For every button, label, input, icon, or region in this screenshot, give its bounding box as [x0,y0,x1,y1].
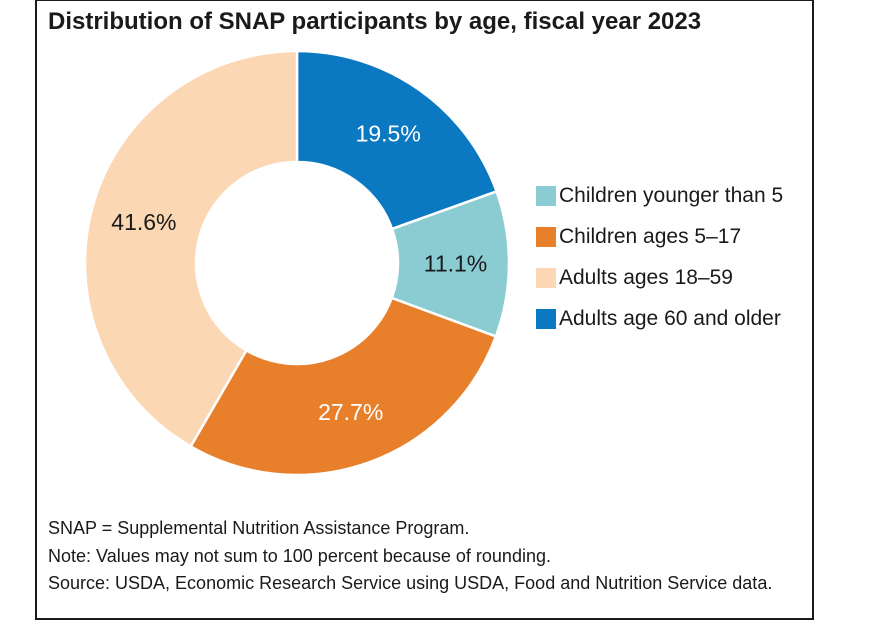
slice-value-label: 27.7% [318,399,383,425]
legend-item: Adults ages 18–59 [536,266,783,290]
donut-chart: 19.5% 11.1% 27.7% 41.6% [83,49,511,477]
donut-slice [83,49,299,448]
footnote-source: Source: USDA, Economic Research Service … [48,573,773,593]
footnote-note: Note: Values may not sum to 100 percent … [48,545,551,566]
chart-frame: Distribution of SNAP participants by age… [35,0,814,620]
footnote-definition: SNAP = Supplemental Nutrition Assistance… [48,518,470,538]
legend-label: Adults age 60 and older [559,307,781,330]
legend-item: Adults age 60 and older [536,307,783,331]
legend-label: Children younger than 5 [559,184,784,207]
slice-value-label: 41.6% [111,209,176,235]
legend-item: Children ages 5–17 [536,225,783,249]
legend-swatch [536,309,556,329]
legend-swatch [536,186,556,206]
chart-title: Distribution of SNAP participants by age… [48,8,702,35]
legend-label: Adults ages 18–59 [559,266,733,289]
legend-item: Children younger than 5 [536,184,783,208]
footnotes: SNAP = Supplemental Nutrition Assistance… [48,515,772,598]
legend-label: Children ages 5–17 [559,225,742,248]
donut-slice [295,49,498,231]
slice-value-label: 11.1% [424,251,488,277]
legend-swatch [536,268,556,288]
donut-slice [189,296,498,477]
legend: Children younger than 5 Children ages 5–1… [536,184,783,331]
slice-value-label: 19.5% [356,120,421,146]
legend-swatch [536,227,556,247]
